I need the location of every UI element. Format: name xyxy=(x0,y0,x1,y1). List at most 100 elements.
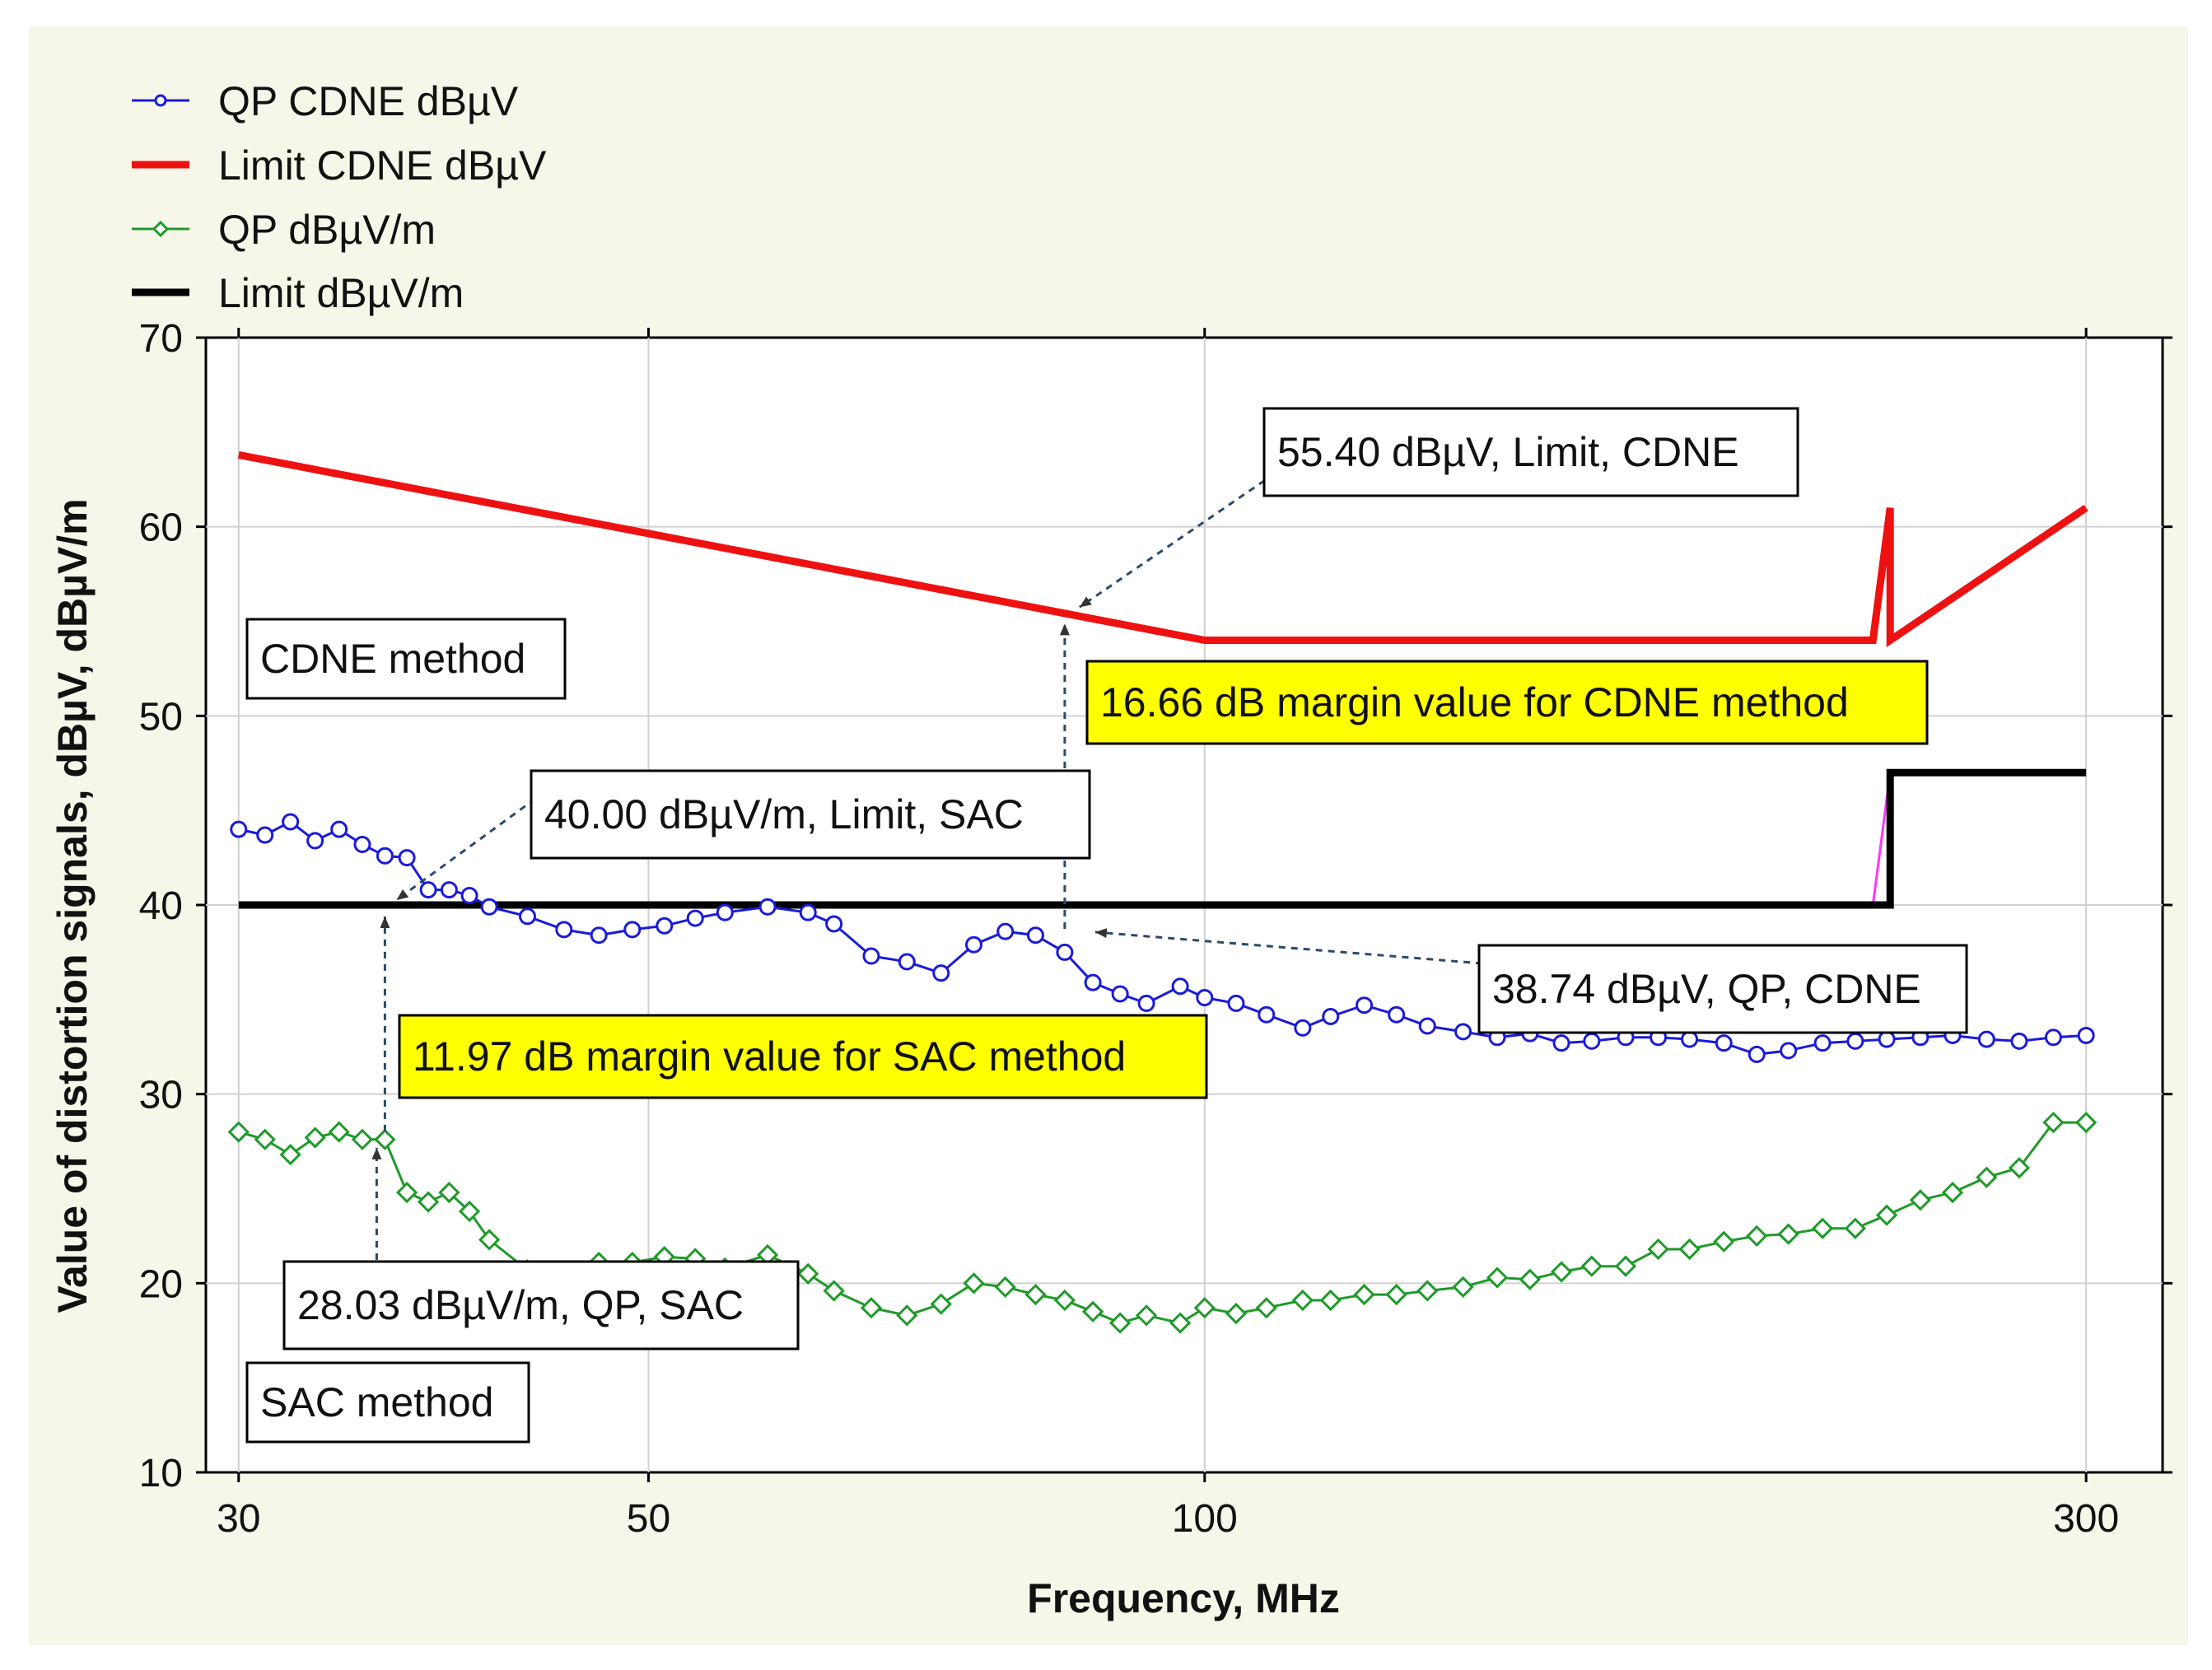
annotation-qp-sac-text: 28.03 dBµV/m, QP, SAC xyxy=(297,1282,744,1328)
qp-sac-point xyxy=(2042,1111,2065,1134)
label-sac-method: SAC method xyxy=(245,1361,530,1444)
annotation-sac-margin-text: 11.97 dB margin value for SAC method xyxy=(413,1033,1126,1080)
annotation-sac-margin: 11.97 dB margin value for SAC method xyxy=(398,1014,1208,1099)
qp-sac-point xyxy=(227,1121,250,1143)
annotation-qp-cdne-frame xyxy=(1477,944,1968,1034)
qp-sac-point xyxy=(1844,1217,1866,1239)
qp-sac-point xyxy=(478,1229,501,1251)
qp-cdne-point xyxy=(282,813,300,831)
x-tick-label: 300 xyxy=(2053,1497,2119,1541)
x-tick-label: 50 xyxy=(627,1497,670,1541)
qp-cdne-point xyxy=(1418,1017,1436,1035)
qp-cdne-point xyxy=(623,921,642,939)
y-tick-label: 40 xyxy=(139,884,183,928)
qp-sac-point xyxy=(417,1191,440,1213)
annotation-cdne-margin-frame xyxy=(1085,660,1929,745)
qp-sac-point xyxy=(1169,1312,1192,1334)
qp-cdne-point xyxy=(590,926,608,945)
qp-sac-point xyxy=(1291,1289,1314,1312)
qp-cdne-point xyxy=(716,903,734,921)
qp-sac-point xyxy=(1678,1238,1701,1261)
qp-sac-point xyxy=(1385,1283,1407,1306)
label-cdne-method: CDNE method xyxy=(245,618,567,700)
qp-cdne-point xyxy=(656,917,674,935)
arrow-qp-cdne xyxy=(1094,928,1483,965)
qp-sac-point xyxy=(1519,1268,1541,1290)
qp-cdne-point xyxy=(1681,1030,1699,1048)
annotation-limit-sac-text: 40.00 dBµV/m, Limit, SAC xyxy=(544,791,1024,837)
qp-cdne-point xyxy=(1227,994,1245,1012)
x-axis-title: Frequency, MHz xyxy=(1027,1575,1340,1621)
qp-sac-point xyxy=(1225,1302,1248,1325)
label-sac-method-text: SAC method xyxy=(260,1379,493,1425)
qp-cdne-point xyxy=(758,898,777,916)
qp-cdne-point xyxy=(1294,1019,1312,1037)
qp-cdne-point xyxy=(1977,1030,1995,1048)
qp-sac-point xyxy=(1941,1181,1964,1204)
qp-sac-point xyxy=(1614,1255,1637,1277)
qp-cdne-point xyxy=(2077,1026,2095,1044)
qp-cdne-point xyxy=(1846,1032,1864,1050)
qp-cdne-point xyxy=(256,826,274,844)
series-markers xyxy=(227,813,2098,1334)
qp-sac-point xyxy=(1081,1300,1104,1322)
y-tick-label: 70 xyxy=(139,317,183,361)
annotation-boxes: 55.40 dBµV, Limit, CDNE 40.00 dBµV/m, Lim… xyxy=(245,407,1968,1444)
annotation-qp-cdne-text: 38.74 dBµV, QP, CDNE xyxy=(1492,966,1921,1012)
qp-sac-point xyxy=(1109,1312,1132,1334)
qp-cdne-point xyxy=(1111,985,1129,1003)
qp-sac-point xyxy=(896,1304,918,1327)
qp-cdne-point xyxy=(1878,1030,1896,1048)
qp-cdne-point xyxy=(1026,926,1044,945)
x-tick-label: 100 xyxy=(1172,1497,1238,1541)
qp-sac-point xyxy=(1976,1166,1998,1188)
annotation-cdne-margin: 16.66 dB margin value for CDNE method xyxy=(1085,660,1929,745)
qp-cdne-point xyxy=(2010,1032,2028,1050)
qp-sac-point xyxy=(1416,1280,1439,1302)
qp-cdne-point xyxy=(1780,1042,1798,1060)
annotation-limit-cdne: 55.40 dBµV, Limit, CDNE xyxy=(1262,407,1799,497)
legend-label: QP CDNE dBµV xyxy=(218,78,519,124)
annotation-sac-margin-frame xyxy=(398,1014,1208,1099)
qp-cdne-point xyxy=(964,935,982,954)
qp-cdne-point xyxy=(1583,1032,1601,1050)
qp-sac-point xyxy=(860,1297,883,1319)
qp-sac-point xyxy=(1319,1289,1342,1312)
qp-sac-point xyxy=(1353,1283,1375,1306)
qp-cdne-point xyxy=(2044,1029,2062,1047)
qp-cdne-point xyxy=(799,903,817,921)
annotation-limit-cdne-frame xyxy=(1262,407,1799,497)
qp-sac-point xyxy=(1909,1189,1931,1211)
annotation-cdne-margin-text: 16.66 dB margin value for CDNE method xyxy=(1100,679,1849,725)
qp-sac-point xyxy=(1452,1276,1474,1299)
qp-sac-point xyxy=(1135,1304,1158,1327)
qp-cdne-point xyxy=(419,881,437,899)
series-line-limit-sac xyxy=(238,768,2087,909)
qp-sac-point xyxy=(1053,1289,1076,1312)
legend-label: Limit CDNE dBµV xyxy=(218,142,547,189)
y-tick-label: 10 xyxy=(139,1452,183,1495)
qp-sac-point xyxy=(1486,1266,1509,1289)
annotation-limit-sac: 40.00 dBµV/m, Limit, SAC xyxy=(530,769,1091,860)
qp-cdne-point xyxy=(1322,1008,1340,1026)
legend-label: QP dBµV/m xyxy=(218,207,436,253)
qp-sac-point xyxy=(1713,1230,1735,1252)
qp-cdne-point xyxy=(230,820,248,838)
qp-sac-point xyxy=(797,1262,819,1285)
y-tick-label: 30 xyxy=(139,1074,183,1117)
qp-sac-point xyxy=(1647,1238,1669,1261)
qp-sac-point xyxy=(1580,1255,1603,1277)
qp-cdne-point xyxy=(1748,1045,1766,1063)
qp-cdne-point xyxy=(825,915,843,933)
qp-cdne-point xyxy=(1084,973,1102,991)
qp-sac-point xyxy=(823,1280,845,1302)
qp-sac-point xyxy=(351,1128,374,1150)
qp-cdne-point xyxy=(1715,1034,1733,1052)
annotation-qp-sac-frame xyxy=(282,1260,800,1350)
x-axis: 30 50 100 300 xyxy=(217,328,2119,1541)
qp-cdne-point xyxy=(330,820,348,838)
qp-cdne-point xyxy=(306,832,324,850)
qp-cdne-point xyxy=(1388,1005,1406,1024)
series-line-limit-cdne xyxy=(237,450,2088,647)
qp-sac-point xyxy=(395,1181,418,1204)
